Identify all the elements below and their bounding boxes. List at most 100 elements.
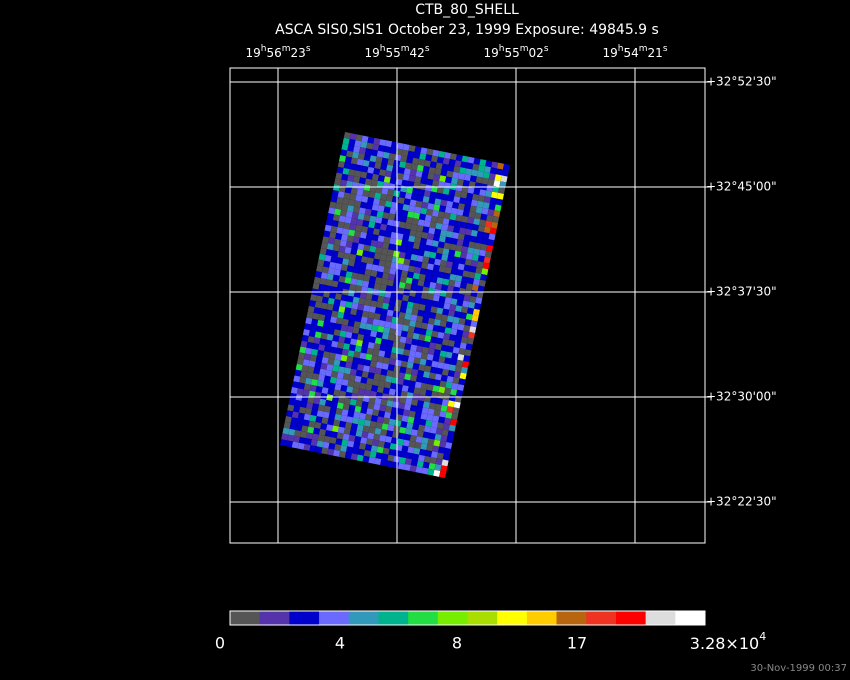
pixel <box>342 228 350 236</box>
pixel <box>429 342 437 350</box>
pixel <box>399 161 407 169</box>
pixel <box>397 166 406 174</box>
pixel <box>403 463 411 471</box>
colorbar-swatch <box>645 611 676 625</box>
pixel <box>330 225 338 233</box>
pixel <box>321 387 329 395</box>
pixel <box>389 443 397 451</box>
pixel <box>346 235 355 243</box>
pixel <box>384 200 392 208</box>
pixel <box>435 162 443 170</box>
pixel <box>342 373 350 381</box>
pixel <box>396 323 404 331</box>
pixel <box>343 312 351 320</box>
pixel <box>382 417 390 425</box>
ra-label-part: 19 <box>364 46 379 60</box>
pixel <box>401 415 409 423</box>
pixel <box>447 225 455 233</box>
pixel <box>442 157 450 165</box>
pixel <box>409 320 417 328</box>
pixel <box>429 396 438 404</box>
pixel <box>420 382 428 390</box>
pixel <box>467 186 475 194</box>
pixel <box>451 262 459 270</box>
pixel <box>472 163 480 171</box>
pixel <box>456 178 464 186</box>
pixel <box>337 221 345 229</box>
pixel <box>362 159 370 167</box>
pixel <box>360 256 369 264</box>
pixel <box>361 226 369 233</box>
pixel <box>397 227 405 235</box>
pixel <box>432 445 440 453</box>
pixel <box>474 212 482 220</box>
pixel <box>453 341 461 349</box>
pixel <box>351 242 359 250</box>
pixel <box>475 236 483 244</box>
pixel <box>330 256 338 264</box>
pixel <box>318 253 326 261</box>
pixel <box>376 386 385 394</box>
pixel <box>421 407 429 415</box>
pixel <box>455 214 463 222</box>
pixel <box>422 316 430 324</box>
pixel <box>472 308 480 316</box>
pixel <box>457 233 465 241</box>
pixel <box>362 280 370 288</box>
pixel <box>480 243 488 251</box>
pixel <box>402 294 410 302</box>
pixel <box>391 226 399 234</box>
pixel <box>350 217 358 225</box>
pixel <box>414 146 422 154</box>
pixel <box>355 224 363 232</box>
pixel <box>348 229 356 237</box>
colorbar-swatch <box>675 611 706 625</box>
pixel <box>336 432 344 440</box>
pixel <box>321 447 329 455</box>
pixel <box>379 169 387 177</box>
pixel <box>399 426 407 434</box>
pixel <box>437 181 446 188</box>
pixel <box>303 443 311 451</box>
pixel <box>363 154 371 162</box>
pixel <box>450 388 458 396</box>
pixel <box>330 401 338 409</box>
pixel <box>447 370 455 378</box>
pixel <box>373 433 381 441</box>
pixel <box>382 182 390 189</box>
pixel <box>434 373 442 381</box>
pixel <box>372 439 380 447</box>
pixel <box>489 197 497 205</box>
pixel <box>365 232 373 240</box>
pixel <box>415 375 424 383</box>
pixel <box>380 398 388 406</box>
pixel <box>474 182 482 190</box>
pixel <box>468 241 476 249</box>
pixel <box>427 172 435 180</box>
pixel <box>383 441 391 449</box>
pixel <box>469 175 477 183</box>
pixel <box>430 245 438 253</box>
pixel <box>311 348 319 356</box>
pixel <box>397 257 405 265</box>
pixel <box>370 209 378 217</box>
pixel <box>471 169 479 177</box>
pixel <box>333 238 342 246</box>
pixel <box>378 350 386 358</box>
pixel <box>457 263 465 271</box>
pixel <box>309 445 317 453</box>
pixel <box>441 163 449 171</box>
pixel <box>318 283 326 291</box>
pixel <box>380 278 389 286</box>
pixel <box>356 454 364 462</box>
pixel <box>334 178 342 186</box>
pixel <box>351 332 359 340</box>
pixel <box>367 136 375 144</box>
pixel <box>435 397 443 405</box>
pixel <box>311 403 320 411</box>
pixel <box>348 138 356 146</box>
pixel <box>291 411 300 419</box>
pixel <box>376 180 384 188</box>
pixel <box>404 343 412 351</box>
pixel <box>449 213 457 221</box>
